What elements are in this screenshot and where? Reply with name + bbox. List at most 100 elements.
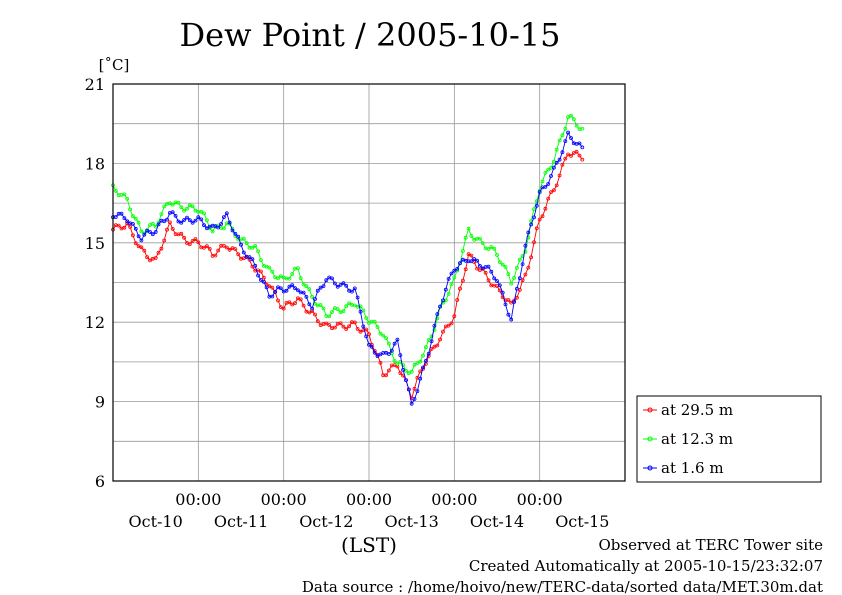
- data-point: [506, 272, 511, 277]
- data-point: [443, 287, 448, 292]
- data-point: [230, 228, 235, 233]
- data-point: [552, 188, 556, 193]
- data-point: [295, 288, 300, 293]
- data-point: [563, 139, 568, 144]
- data-point: [580, 145, 585, 150]
- data-point: [432, 328, 437, 332]
- data-point: [497, 283, 502, 288]
- data-point: [284, 288, 289, 293]
- data-point: [148, 230, 152, 234]
- data-point: [338, 282, 343, 287]
- data-point: [529, 222, 533, 227]
- x-tick-date-label: Oct-12: [299, 512, 353, 531]
- data-point: [193, 218, 198, 223]
- data-point: [125, 196, 130, 201]
- data-point: [216, 248, 221, 253]
- data-point: [395, 361, 400, 366]
- data-point: [543, 206, 548, 211]
- data-point: [526, 230, 531, 235]
- data-point: [458, 286, 462, 291]
- data-point: [506, 312, 511, 317]
- data-point: [378, 331, 383, 336]
- data-point: [219, 222, 224, 226]
- data-point: [113, 188, 118, 193]
- data-point: [429, 334, 434, 339]
- x-tick-date-label: Oct-15: [555, 512, 609, 531]
- data-point: [432, 323, 437, 328]
- data-point: [310, 306, 315, 311]
- data-point: [122, 216, 127, 221]
- legend-label: at 12.3 m: [661, 430, 733, 448]
- data-point: [495, 253, 499, 257]
- data-point: [256, 273, 261, 278]
- data-point: [537, 217, 542, 222]
- plot-frame: [112, 83, 626, 482]
- data-point: [523, 243, 528, 248]
- data-point: [136, 220, 141, 225]
- data-point: [224, 245, 229, 250]
- data-point: [560, 162, 565, 167]
- data-point: [167, 220, 172, 225]
- data-point: [352, 320, 357, 325]
- data-point: [139, 245, 144, 250]
- data-point: [423, 358, 428, 363]
- data-point: [307, 302, 312, 307]
- data-point: [258, 269, 263, 274]
- data-point: [540, 179, 545, 184]
- data-point: [364, 316, 369, 320]
- data-point: [278, 305, 283, 310]
- data-point: [543, 170, 548, 175]
- data-point: [213, 253, 218, 258]
- legend-label: at 29.5 m: [661, 401, 733, 419]
- data-point: [386, 341, 391, 346]
- data-point: [452, 268, 457, 273]
- data-point: [142, 248, 147, 253]
- data-point: [404, 378, 408, 383]
- data-point: [290, 272, 295, 276]
- data-point: [210, 229, 215, 234]
- legend-box: [636, 395, 822, 483]
- data-point: [179, 205, 184, 210]
- data-point: [253, 263, 258, 268]
- legend: at 29.5 m at 12.3 m at 1.6 m: [636, 395, 822, 483]
- data-point: [406, 371, 411, 376]
- data-point: [276, 298, 280, 303]
- data-point: [580, 126, 585, 131]
- data-point: [386, 368, 391, 373]
- data-point: [133, 216, 138, 221]
- data-point: [338, 321, 343, 326]
- x-tick-date-label: Oct-11: [214, 512, 268, 531]
- data-point: [315, 319, 320, 324]
- data-point: [250, 245, 255, 250]
- data-point: [455, 266, 460, 271]
- data-point: [293, 301, 297, 306]
- data-point: [327, 323, 332, 327]
- data-point: [534, 203, 539, 208]
- data-point: [543, 184, 548, 189]
- data-point: [426, 351, 431, 356]
- data-point: [247, 255, 252, 260]
- data-point: [281, 306, 286, 311]
- data-point: [375, 325, 380, 329]
- data-point: [566, 115, 570, 119]
- data-point: [446, 291, 451, 296]
- data-point: [557, 173, 562, 178]
- data-point: [298, 297, 303, 302]
- data-point: [241, 250, 246, 255]
- data-point: [270, 269, 275, 274]
- data-point: [170, 210, 175, 215]
- data-point: [426, 338, 431, 342]
- y-tick-label: 9: [95, 393, 105, 412]
- data-point: [119, 211, 124, 216]
- data-point: [500, 290, 505, 295]
- data-point: [236, 252, 241, 257]
- data-point: [227, 247, 232, 252]
- data-point: [130, 214, 135, 219]
- data-point: [369, 344, 374, 349]
- data-point: [577, 153, 582, 158]
- legend-swatch-marker: [647, 407, 653, 413]
- data-point: [560, 150, 565, 155]
- data-point: [344, 283, 349, 288]
- data-point: [153, 224, 158, 229]
